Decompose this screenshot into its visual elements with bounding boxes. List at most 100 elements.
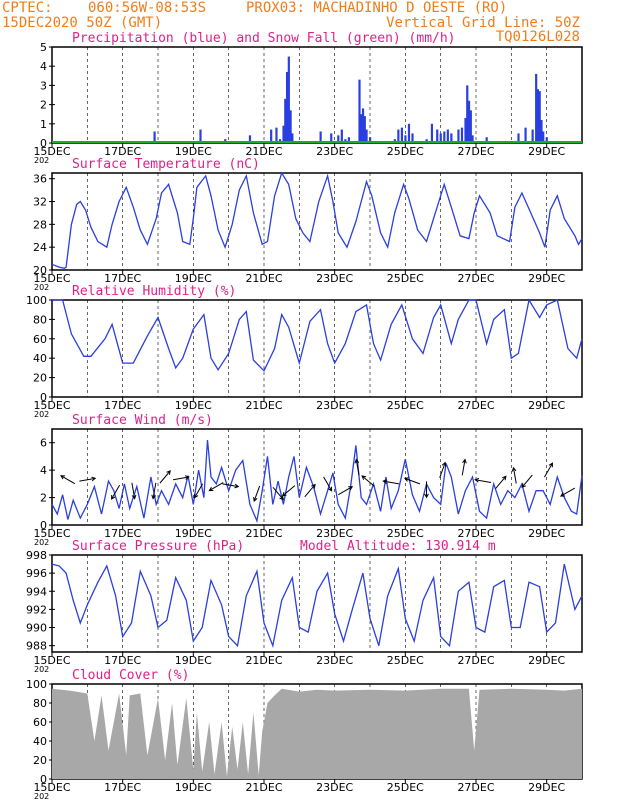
- wind-arrow-shaft: [521, 474, 533, 488]
- x-tick-label: 29DEC: [528, 399, 565, 412]
- wind-arrow-shaft: [111, 484, 121, 500]
- panel-title: Precipitation (blue) and Snow Fall (gree…: [72, 31, 456, 46]
- panel-frame: [51, 554, 583, 653]
- x-tick-label: 23DEC: [316, 527, 353, 540]
- series-line: [51, 439, 583, 524]
- precip-bar: [443, 131, 446, 143]
- x-tick-label: 15DEC: [33, 145, 70, 158]
- x-tick-label: 29DEC: [528, 654, 565, 667]
- precip-bar: [457, 129, 460, 143]
- x-tick-label: 19DEC: [175, 654, 212, 667]
- precip-bar: [471, 135, 474, 143]
- wind-arrow-shaft: [159, 470, 171, 484]
- precip-bar: [337, 135, 340, 143]
- x-tick-label: 17DEC: [104, 527, 141, 540]
- wind-arrow-head: [208, 486, 214, 492]
- wind-arrow: [281, 485, 296, 497]
- precip-bar: [291, 133, 294, 143]
- wind-arrow-shaft: [544, 462, 553, 478]
- wind-arrow-head: [348, 486, 354, 491]
- precip-bar: [430, 123, 434, 143]
- wind-arrow-head: [424, 493, 429, 499]
- x-tick-label: 19DEC: [175, 527, 212, 540]
- y-tick-label: 20: [33, 754, 47, 767]
- wind-arrow-shaft: [461, 459, 466, 476]
- panel-2: 20 24 28 32 36 15DEC 17DEC 19DEC 21DEC 23DEC 25DEC…: [33, 157, 583, 292]
- y-tick-label: 24: [33, 241, 47, 254]
- wind-arrow-shaft: [560, 487, 576, 497]
- x-tick-label: 23DEC: [316, 399, 353, 412]
- wind-arrow: [79, 476, 97, 482]
- wind-arrow-head: [279, 495, 284, 501]
- series-line: [51, 171, 583, 269]
- precip-bar: [153, 131, 156, 143]
- x-tick-label: 17DEC: [104, 399, 141, 412]
- wind-arrow-head: [521, 483, 526, 489]
- precip-bar: [199, 129, 202, 143]
- y-tick-label: 3: [40, 79, 47, 92]
- precip-bar: [284, 98, 287, 143]
- wind-arrow: [272, 487, 284, 501]
- x-tick-label: 21DEC: [245, 527, 282, 540]
- panel-frame: [51, 172, 583, 271]
- wind-arrow-head: [166, 470, 171, 475]
- wind-arrow: [439, 461, 447, 478]
- wind-arrow: [495, 475, 507, 489]
- wind-arrow-shaft: [495, 476, 507, 489]
- precip-bar: [369, 137, 372, 143]
- x-tick-label: 25DEC: [387, 527, 424, 540]
- wind-arrow-head: [111, 495, 116, 500]
- wind-arrow-shaft: [173, 476, 189, 481]
- y-tick-label: 60: [33, 716, 47, 729]
- y-tick-label: 0: [40, 519, 47, 532]
- wind-arrow: [461, 458, 467, 476]
- precip-bar: [330, 133, 333, 143]
- y-tick-label: 20: [33, 372, 47, 385]
- y-tick-label: 0: [40, 391, 47, 404]
- panel-title: Surface Wind (m/s): [72, 413, 213, 428]
- x-tick-label: 19DEC: [175, 145, 212, 158]
- x-tick-label: 27DEC: [457, 527, 494, 540]
- precip-bar: [365, 129, 368, 143]
- wind-arrow: [208, 482, 224, 492]
- series-line: [52, 298, 583, 372]
- x-tick-label: 29DEC: [528, 272, 565, 285]
- y-tick-label: 28: [33, 218, 47, 231]
- header: CPTEC: 060:56W-08:53S PROX03: MACHADINHO…: [2, 0, 580, 45]
- x-tick-label: 15DEC: [33, 781, 70, 794]
- x-tick-label: 25DEC: [387, 399, 424, 412]
- wind-arrow-shaft: [60, 475, 76, 485]
- wind-arrow: [521, 474, 533, 489]
- x-tick-label: 19DEC: [175, 399, 212, 412]
- wind-arrow-shaft: [361, 475, 375, 487]
- x-tick-label: 27DEC: [457, 145, 494, 158]
- x-tick-label: 15DEC: [33, 654, 70, 667]
- x-tick-label: 17DEC: [104, 145, 141, 158]
- wind-arrow-head: [403, 477, 409, 482]
- wind-arrow-shaft: [404, 477, 421, 485]
- precip-bar: [436, 129, 439, 143]
- wind-arrow: [474, 477, 492, 483]
- wind-arrow: [338, 486, 354, 496]
- precip-bar: [411, 133, 414, 143]
- wind-arrow: [253, 485, 261, 502]
- precip-bar: [361, 108, 365, 143]
- header-run-time: 15DEC2020 50Z (GMT): [2, 15, 162, 31]
- wind-arrow-head: [511, 466, 517, 472]
- x-year-label: 202: [34, 410, 49, 419]
- wind-arrow-shaft: [222, 483, 239, 488]
- y-tick-label: 60: [33, 333, 47, 346]
- wind-arrow: [560, 487, 576, 497]
- x-tick-label: 17DEC: [104, 654, 141, 667]
- x-tick-label: 27DEC: [457, 781, 494, 794]
- wind-arrow: [354, 458, 360, 476]
- x-tick-label: 21DEC: [245, 399, 282, 412]
- precip-bar: [347, 137, 350, 143]
- wind-arrow-head: [311, 483, 316, 489]
- y-tick-label: 40: [33, 352, 47, 365]
- y-tick-label: 6: [40, 437, 47, 450]
- wind-arrow-shaft: [194, 483, 204, 498]
- x-tick-label: 15DEC: [33, 399, 70, 412]
- wind-arrow: [323, 476, 333, 492]
- precip-bar: [517, 133, 520, 143]
